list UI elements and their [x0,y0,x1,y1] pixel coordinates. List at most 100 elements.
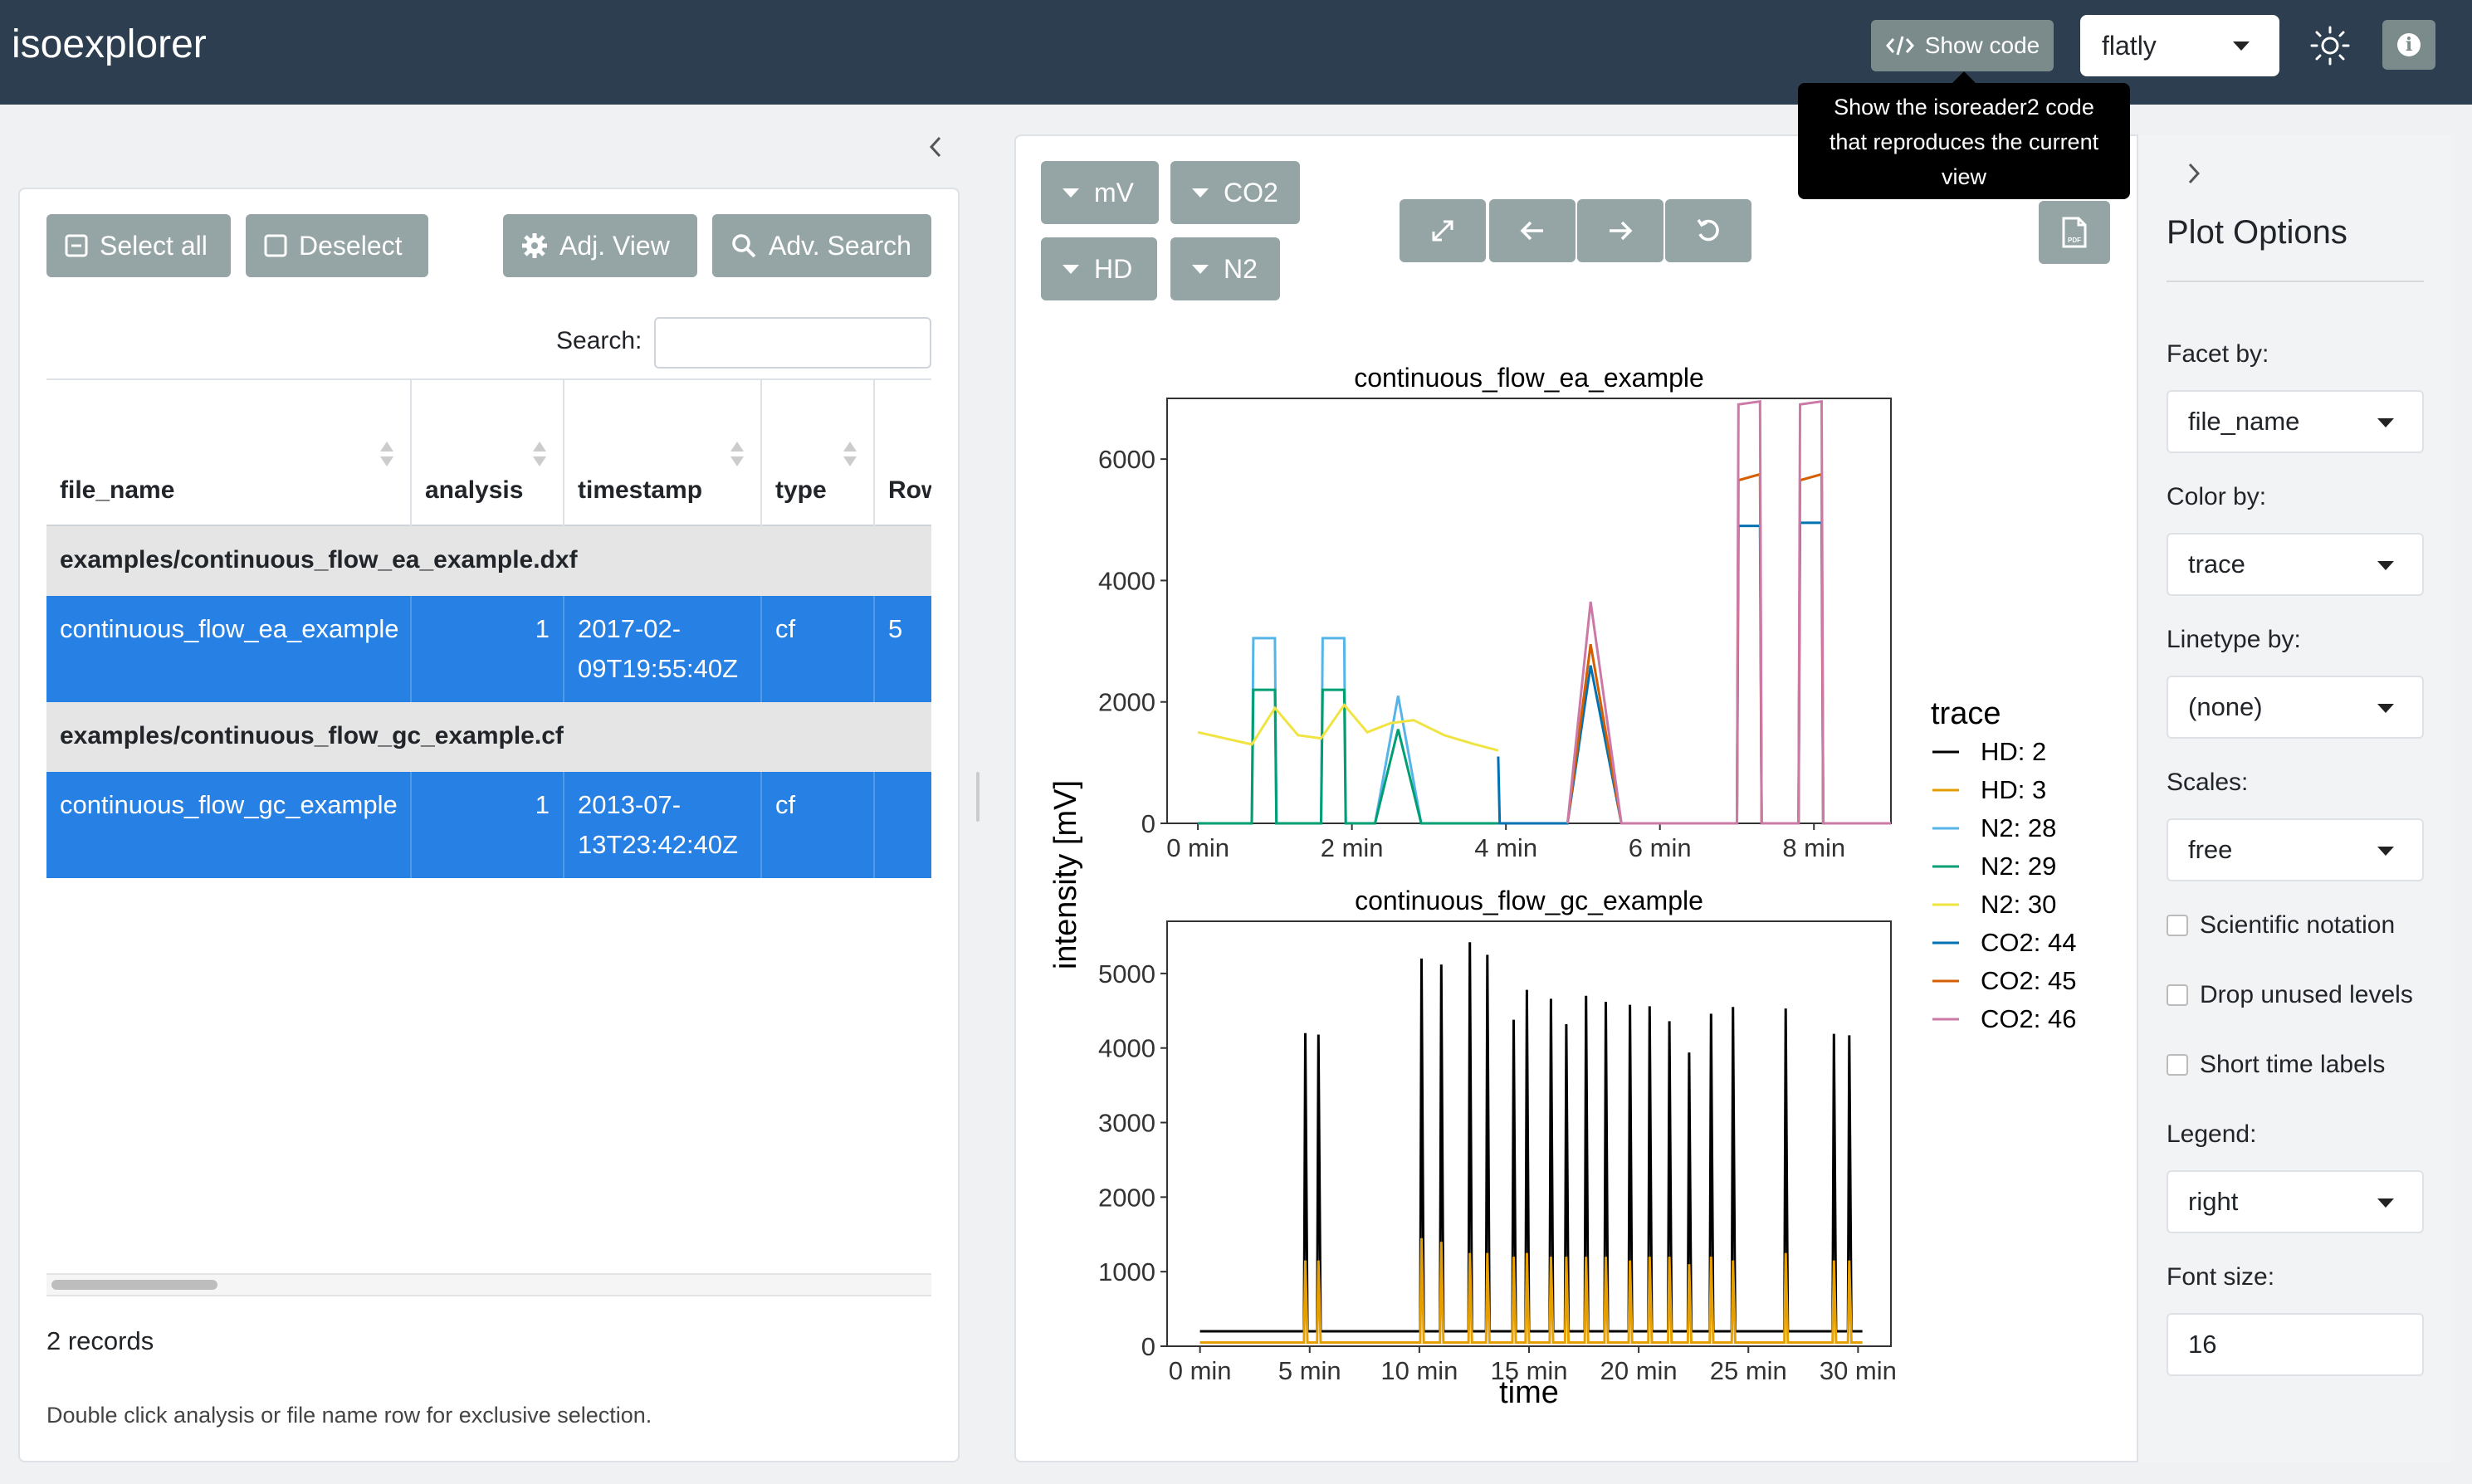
header-row[interactable]: Row [875,378,931,526]
column-row: Row [875,378,931,878]
header-label: type [775,476,827,504]
adv-search-label: Adv. Search [769,230,911,261]
color-select[interactable]: trace [2167,533,2424,596]
short-time-labels-checkbox[interactable]: Short time labels [2167,1051,2385,1079]
chevron-right-icon[interactable] [2181,161,2206,186]
back-button[interactable] [1489,199,1576,262]
expand-button[interactable] [1400,199,1486,262]
records-count: 2 records [46,1326,154,1355]
scrollbar-thumb[interactable] [51,1280,217,1290]
legend-select[interactable]: right [2167,1170,2424,1233]
n2-dropdown[interactable]: N2 [1170,237,1280,300]
cell-type: cf [762,772,875,878]
linetype-select[interactable]: (none) [2167,676,2424,739]
color-value: trace [2188,549,2245,578]
linetype-label: Linetype by: [2167,626,2301,653]
cell-timestamp: 2017-02- 09T19:55:40Z [564,596,762,702]
chart-title: continuous_flow_ea_example [1354,363,1704,393]
facet-select[interactable]: file_name [2167,390,2424,453]
sort-icon[interactable] [843,442,857,475]
legend-item: N2: 29 [1981,852,2056,881]
cell-analysis: 1 [412,772,564,878]
y-tick-label: 5000 [1098,959,1155,989]
table-row[interactable]: continuous_flow_gc_example 1 2013-07- 13… [46,772,931,878]
file-pdf-icon: PDF [2062,217,2087,248]
co2-label: CO2 [1224,177,1278,207]
tooltip-line: Show the isoreader2 code [1834,95,2094,120]
group-row[interactable]: examples/continuous_flow_gc_example.cf [46,702,931,772]
svg-text:PDF: PDF [2068,237,2081,244]
y-tick-label: 2000 [1098,1183,1155,1212]
minus-square-icon [65,234,88,257]
caret-down-icon [1063,264,1079,274]
header-timestamp[interactable]: timestamp [564,378,760,526]
header-type[interactable]: type [762,378,873,526]
y-tick-label: 6000 [1098,445,1155,474]
code-icon [1885,36,1914,56]
tooltip-line: that reproduces the current [1829,129,2099,154]
select-all-button[interactable]: Select all [46,214,231,277]
chevron-left-icon[interactable] [923,134,948,159]
app-title[interactable]: isoexplorer [12,22,207,66]
hd-dropdown[interactable]: HD [1041,237,1157,300]
units-dropdown[interactable]: mV [1041,161,1159,224]
sort-icon[interactable] [533,442,546,475]
scales-label: Scales: [2167,769,2249,796]
navbar: isoexplorer Show code flatly i [0,0,2472,105]
co2-dropdown[interactable]: CO2 [1170,161,1300,224]
header-label: Row [888,476,931,504]
horizontal-scrollbar[interactable] [46,1273,931,1296]
series-line [1199,942,1863,1333]
sort-icon[interactable] [380,442,393,475]
y-tick-label: 0 [1141,809,1155,838]
legend-item: HD: 3 [1981,775,2046,804]
table-row[interactable]: continuous_flow_ea_example 1 2017-02- 09… [46,596,931,702]
y-axis-label: intensity [mV] [1048,780,1083,969]
series-line [1198,637,1498,825]
info-button[interactable]: i [2382,20,2435,70]
search-input[interactable] [654,317,931,369]
group-row[interactable]: examples/continuous_flow_ea_example.dxf [46,526,931,596]
chevron-down-icon [2377,418,2394,427]
caret-down-icon [1063,188,1079,198]
y-tick-label: 4000 [1098,566,1155,595]
y-tick-label: 1000 [1098,1257,1155,1286]
sort-icon[interactable] [730,442,744,475]
x-axis-label: time [1499,1375,1559,1410]
legend-item: N2: 28 [1981,813,2056,842]
series-line [1199,1237,1863,1344]
forward-button[interactable] [1577,199,1663,262]
checkbox-box[interactable] [2167,984,2188,1006]
cell-file-name: continuous_flow_ea_example [46,596,412,702]
adv-search-button[interactable]: Adv. Search [712,214,931,277]
header-analysis[interactable]: analysis [412,378,563,526]
show-code-button[interactable]: Show code [1871,20,2054,71]
plot-options-title: Plot Options [2167,214,2347,251]
plot-panel-frame [1166,398,1892,824]
panel-resize-handle[interactable] [976,772,980,822]
header-file-name[interactable]: file_name [46,378,410,526]
legend-item: CO2: 46 [1981,1004,2076,1033]
theme-select[interactable]: flatly [2080,15,2279,76]
reset-button[interactable] [1665,199,1751,262]
chevron-down-icon [2377,561,2394,570]
drop-unused-levels-checkbox[interactable]: Drop unused levels [2167,981,2413,1009]
x-tick-label: 2 min [1321,833,1384,862]
cell-timestamp: 2013-07- 13T23:42:40Z [564,772,762,878]
search-icon [732,234,756,258]
timestamp-line: 2013-07- [578,790,682,819]
sun-icon[interactable] [2309,25,2351,66]
theme-value: flatly [2102,30,2157,61]
checkbox-box[interactable] [2167,1054,2188,1076]
scientific-notation-checkbox[interactable]: Scientific notation [2167,911,2395,940]
scales-value: free [2188,835,2233,864]
checkbox-label: Short time labels [2200,1051,2386,1078]
scales-select[interactable]: free [2167,818,2424,881]
adj-view-button[interactable]: Adj. View [503,214,697,277]
font-size-input[interactable]: 16 [2167,1313,2424,1376]
units-label: mV [1094,177,1134,207]
selection-hint: Double click analysis or file name row f… [46,1403,652,1428]
download-pdf-button[interactable]: PDF [2039,201,2110,264]
deselect-button[interactable]: Deselect [246,214,428,277]
checkbox-box[interactable] [2167,915,2188,936]
